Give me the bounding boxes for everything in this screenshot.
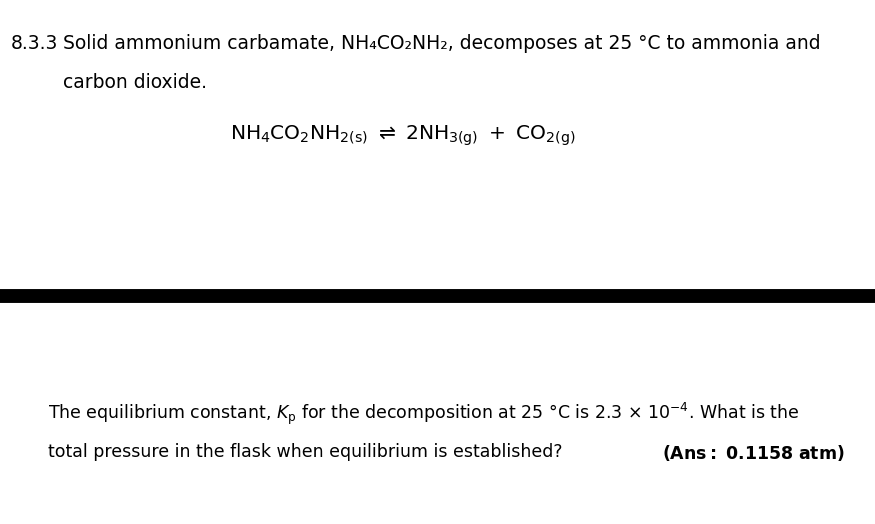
- Text: 8.3.3: 8.3.3: [10, 34, 58, 53]
- Text: $\mathregular{NH_4CO_2NH_{2(s)}}$ $\rightleftharpoons$ $\mathregular{2NH_{3(g)}}: $\mathregular{NH_4CO_2NH_{2(s)}}$ $\righ…: [230, 124, 575, 148]
- Text: $\bf{(Ans:\ 0.1158\ atm)}$: $\bf{(Ans:\ 0.1158\ atm)}$: [662, 443, 844, 463]
- Text: Solid ammonium carbamate, NH₄CO₂NH₂, decomposes at 25 °C to ammonia and: Solid ammonium carbamate, NH₄CO₂NH₂, dec…: [63, 34, 821, 53]
- Text: carbon dioxide.: carbon dioxide.: [63, 73, 207, 92]
- Text: The equilibrium constant, $K_\mathregular{p}$ for the decomposition at 25 °C is : The equilibrium constant, $K_\mathregula…: [48, 401, 800, 427]
- Text: total pressure in the flask when equilibrium is established?: total pressure in the flask when equilib…: [48, 443, 563, 461]
